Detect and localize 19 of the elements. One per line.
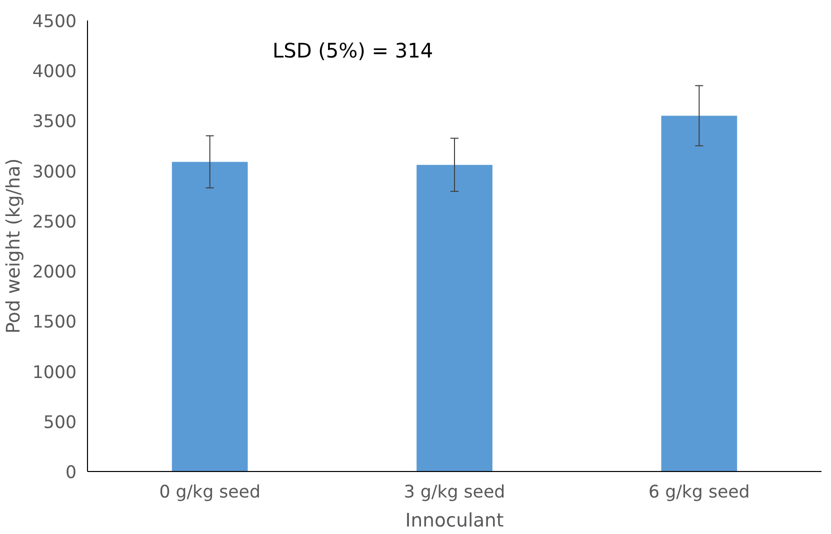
x-tick-label: 0 g/kg seed — [159, 482, 260, 502]
y-tick-label: 2500 — [32, 212, 77, 232]
y-tick-label: 1000 — [32, 362, 77, 383]
x-tick-label: 6 g/kg seed — [648, 482, 750, 502]
y-tick-label: 2000 — [32, 262, 77, 283]
x-axis-title: Innoculant — [405, 510, 504, 532]
y-tick-label: 3000 — [32, 162, 77, 182]
y-tick-label: 4500 — [32, 12, 77, 32]
y-tick-label: 3500 — [32, 112, 77, 132]
y-tick-label: 4000 — [32, 62, 77, 82]
bar — [172, 162, 248, 472]
bar — [416, 164, 492, 472]
bar — [661, 116, 738, 472]
y-axis-title: Pod weight (kg/ha) — [3, 158, 24, 334]
annotation: LSD (5%) = 314 — [272, 38, 434, 62]
y-tick-label: 500 — [43, 412, 77, 433]
y-tick-label: 1500 — [32, 312, 77, 333]
y-tick-label: 0 — [65, 463, 77, 483]
x-tick-label: 3 g/kg seed — [404, 482, 506, 502]
